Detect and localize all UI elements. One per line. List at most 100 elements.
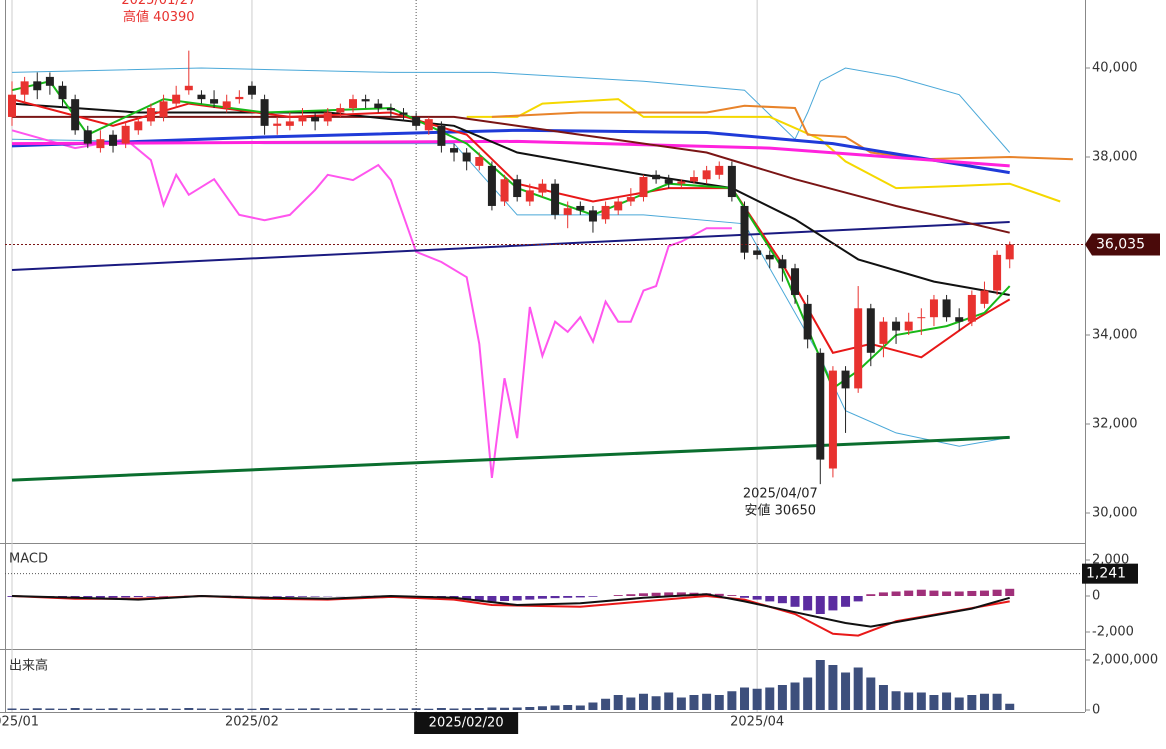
volume-bar bbox=[904, 692, 914, 710]
candle-body bbox=[664, 179, 673, 184]
histogram-bar bbox=[992, 589, 1002, 596]
volume-bar bbox=[651, 696, 661, 710]
histogram-bar bbox=[550, 595, 560, 599]
candle-body bbox=[904, 321, 913, 331]
volume-bar bbox=[209, 708, 219, 710]
candle-body bbox=[311, 116, 320, 122]
candle-body bbox=[551, 183, 560, 215]
histogram-bar bbox=[588, 595, 598, 597]
volume-bar bbox=[184, 708, 194, 710]
candle-body bbox=[58, 85, 67, 100]
macd-line bbox=[11, 594, 1010, 637]
histogram-bar bbox=[83, 595, 93, 598]
histogram-bar bbox=[942, 591, 952, 596]
volume-bar bbox=[32, 708, 42, 710]
candle-body bbox=[765, 254, 774, 260]
y-tick-label: 0 bbox=[1092, 703, 1100, 718]
histogram-bar bbox=[740, 595, 750, 598]
histogram-bar bbox=[651, 592, 661, 596]
candle-body bbox=[702, 170, 711, 180]
volume-bar bbox=[575, 705, 585, 710]
candle-body bbox=[828, 370, 837, 469]
last-price-label: 36,035 bbox=[1096, 236, 1145, 252]
volume-bar bbox=[676, 697, 686, 710]
volume-bar bbox=[550, 705, 560, 710]
volume-bar bbox=[853, 667, 863, 710]
candle-body bbox=[538, 183, 547, 193]
volume-bar bbox=[537, 706, 547, 710]
volume-bar bbox=[765, 687, 775, 710]
cursor-label-box bbox=[414, 712, 519, 734]
histogram-bar bbox=[954, 591, 964, 596]
candle-body bbox=[134, 121, 143, 131]
histogram-bar bbox=[891, 591, 901, 596]
x-tick-label: 2025/02 bbox=[225, 715, 279, 730]
histogram-bar bbox=[841, 595, 851, 607]
volume-bar bbox=[7, 708, 17, 710]
histogram-bar bbox=[815, 595, 825, 614]
volume-bar bbox=[500, 707, 510, 710]
candle-body bbox=[33, 81, 42, 91]
histogram-bar bbox=[95, 595, 105, 599]
histogram-bar bbox=[563, 595, 573, 598]
candle-body bbox=[475, 156, 484, 166]
histogram-bar bbox=[487, 595, 497, 602]
histogram-bar bbox=[474, 595, 484, 601]
candle-body bbox=[866, 308, 875, 353]
volume-bar bbox=[588, 702, 598, 710]
histogram-bar bbox=[752, 595, 762, 600]
volume-bar bbox=[638, 693, 648, 710]
marker-box bbox=[1082, 563, 1138, 584]
histogram-bar bbox=[803, 595, 813, 611]
annotation: 2025/01/27 bbox=[121, 0, 196, 8]
candle-body bbox=[626, 197, 635, 202]
volume-bar bbox=[159, 708, 169, 710]
overlay-line bbox=[491, 104, 1073, 161]
y-tick-label: 0 bbox=[1092, 588, 1100, 603]
candle-body bbox=[791, 268, 800, 295]
candle-body bbox=[841, 370, 850, 389]
candle-body bbox=[778, 259, 787, 269]
volume-bar bbox=[247, 708, 257, 710]
volume-bar bbox=[752, 688, 762, 710]
volume-bar bbox=[411, 708, 421, 710]
candle-body bbox=[740, 205, 749, 253]
histogram-bar bbox=[979, 590, 989, 596]
histogram-bar bbox=[58, 595, 68, 597]
candle-body bbox=[576, 205, 585, 211]
overlay-line bbox=[11, 138, 1010, 447]
candle-body bbox=[929, 299, 938, 318]
histogram-bar bbox=[310, 595, 320, 597]
volume-bar bbox=[1005, 703, 1015, 710]
candle-body bbox=[854, 308, 863, 389]
candle-body bbox=[816, 352, 825, 460]
panel-title: MACD bbox=[9, 552, 48, 567]
overlay-line bbox=[11, 221, 1010, 271]
histogram-bar bbox=[297, 595, 307, 597]
candle-body bbox=[462, 152, 471, 162]
volume-bar bbox=[740, 687, 750, 710]
volume-bar bbox=[436, 708, 446, 710]
candle-body bbox=[412, 116, 421, 126]
candle-body bbox=[892, 321, 901, 331]
candle-body bbox=[96, 139, 105, 149]
histogram-bar bbox=[929, 590, 939, 596]
candle-body bbox=[513, 179, 522, 198]
candle-body bbox=[487, 165, 496, 206]
overlay-line bbox=[11, 435, 1010, 482]
volume-bar bbox=[133, 708, 143, 710]
histogram-bar bbox=[146, 595, 156, 597]
candle-body bbox=[159, 101, 168, 117]
volume-bar bbox=[601, 698, 611, 710]
y-tick-label: 38,000 bbox=[1092, 149, 1138, 164]
volume-bar bbox=[83, 708, 93, 710]
candle-body bbox=[197, 94, 206, 100]
volume-bar bbox=[121, 708, 131, 710]
volume-bar bbox=[979, 693, 989, 710]
x-tick-label: 2025/01 bbox=[0, 715, 39, 730]
y-tick-label: 2,000,000 bbox=[1092, 653, 1158, 668]
volume-bar bbox=[525, 707, 535, 710]
overlay-line bbox=[11, 128, 1010, 175]
volume-bar bbox=[386, 708, 396, 710]
